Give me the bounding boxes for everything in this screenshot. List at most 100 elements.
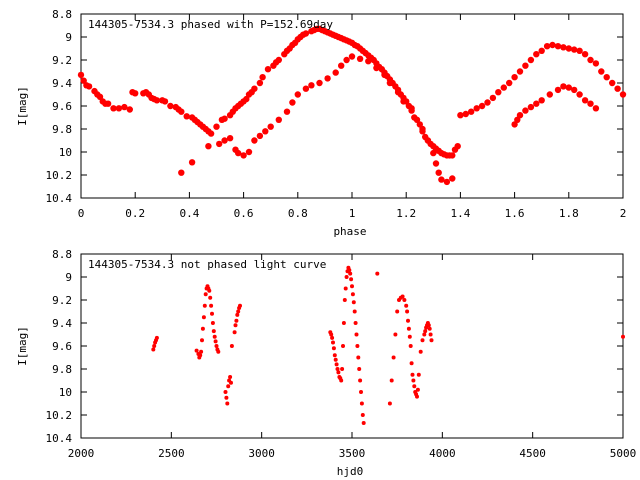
top-data-point	[592, 60, 600, 67]
top-data-point	[468, 108, 475, 115]
bottom-data-point	[341, 321, 346, 325]
top-data-point	[457, 112, 464, 119]
bottom-data-point	[233, 323, 238, 328]
top-data-point	[560, 44, 567, 51]
top-data-point	[473, 105, 480, 112]
bottom-data-point	[211, 329, 216, 334]
bottom-data-point	[356, 355, 361, 360]
bottom-data-point	[199, 349, 204, 354]
top-x-axis-label: phase	[333, 225, 366, 238]
bottom-data-point	[234, 318, 239, 323]
bottom-data-point	[355, 344, 360, 348]
top-data-point	[516, 112, 524, 119]
top-data-point	[554, 43, 562, 50]
top-data-point	[533, 51, 540, 58]
bottom-data-point	[404, 303, 409, 308]
bottom-data-point	[412, 384, 417, 389]
bottom-y-tick-label: 9.8	[52, 363, 72, 376]
top-data-point	[316, 79, 323, 87]
bottom-data-point	[429, 338, 434, 343]
top-data-point	[587, 56, 594, 64]
bottom-y-tick-label: 9.2	[52, 294, 72, 307]
top-x-tick-label: 2	[620, 207, 627, 220]
top-data-point	[365, 58, 372, 65]
top-data-point	[256, 79, 264, 87]
bottom-y-tick-label: 10.4	[46, 432, 73, 445]
top-data-point	[348, 53, 356, 60]
bottom-data-point	[359, 401, 364, 406]
top-x-tick-label: 1.8	[559, 207, 579, 220]
bottom-data-point	[427, 326, 432, 331]
top-data-point	[462, 110, 469, 118]
top-data-point	[381, 71, 388, 79]
bottom-data-point	[226, 384, 231, 389]
bottom-data-point	[151, 347, 156, 352]
bottom-data-point	[207, 288, 212, 293]
bottom-data-point	[415, 387, 420, 392]
top-data-point	[302, 30, 310, 37]
bottom-data-point	[393, 332, 398, 337]
bottom-data-point	[359, 390, 363, 394]
top-data-point	[256, 132, 264, 140]
bottom-data-point	[232, 330, 237, 335]
bottom-data-point	[216, 349, 221, 354]
top-data-point	[275, 116, 282, 124]
bottom-data-point	[423, 329, 428, 334]
bottom-y-tick-label: 9.4	[52, 317, 72, 330]
top-data-point	[178, 108, 185, 115]
bottom-data-point	[349, 277, 354, 282]
bottom-y-tick-label: 9.6	[52, 340, 72, 353]
bottom-data-point	[375, 271, 380, 276]
top-x-tick-label: 1.2	[396, 207, 416, 220]
bottom-data-point	[358, 378, 363, 383]
bottom-data-point	[416, 372, 421, 377]
bottom-data-point	[402, 298, 407, 302]
bottom-data-point	[210, 311, 214, 316]
top-data-point	[259, 74, 266, 81]
top-data-point	[576, 47, 583, 54]
bottom-data-point	[201, 315, 206, 320]
bottom-data-point	[348, 271, 353, 276]
top-y-tick-label: 9.8	[52, 123, 72, 136]
top-data-point	[188, 159, 196, 166]
top-data-point	[571, 46, 578, 53]
bottom-y-ticks: 8.8 9 9.2 9.4 9.6 9.8 10 10.2 10.4	[46, 248, 623, 445]
bottom-data-point	[228, 375, 233, 379]
top-x-tick-label: 0.8	[288, 207, 308, 220]
top-data-point	[161, 98, 169, 105]
top-data-point	[538, 97, 545, 104]
bottom-data-point	[389, 378, 394, 383]
top-y-tick-label: 10.4	[46, 192, 73, 205]
bottom-x-tick-label: 2000	[68, 447, 95, 460]
top-x-tick-label: 0.2	[125, 207, 145, 220]
bottom-data-point	[202, 303, 207, 308]
bottom-data-point	[209, 303, 214, 308]
top-data-point	[565, 84, 572, 91]
top-data-point	[110, 105, 117, 112]
bottom-data-point	[331, 346, 336, 351]
top-y-tick-label: 10	[59, 146, 72, 159]
top-y-tick-label: 9.4	[52, 77, 72, 90]
top-data-point	[283, 108, 291, 115]
top-data-point	[324, 75, 331, 82]
top-x-tick-label: 0.4	[179, 207, 199, 220]
top-data-point	[522, 62, 529, 69]
bottom-data-point	[334, 362, 339, 367]
top-data-point	[435, 169, 442, 176]
bottom-x-tick-label: 5000	[610, 447, 637, 460]
bottom-data-point	[350, 292, 355, 297]
top-data-point	[251, 137, 258, 144]
top-data-point	[500, 84, 507, 91]
top-data-point	[104, 100, 112, 107]
bottom-y-tick-label: 9	[65, 271, 72, 284]
bottom-data-point	[395, 309, 400, 314]
top-data-point	[167, 102, 174, 110]
top-data-point	[77, 71, 85, 79]
top-data-point	[484, 99, 491, 106]
bottom-data-point	[212, 334, 217, 339]
bottom-data-point	[341, 344, 345, 348]
bottom-data-point	[340, 367, 345, 371]
top-y-tick-label: 9	[65, 31, 72, 44]
top-data-point	[609, 79, 616, 87]
top-data-point	[489, 94, 497, 102]
